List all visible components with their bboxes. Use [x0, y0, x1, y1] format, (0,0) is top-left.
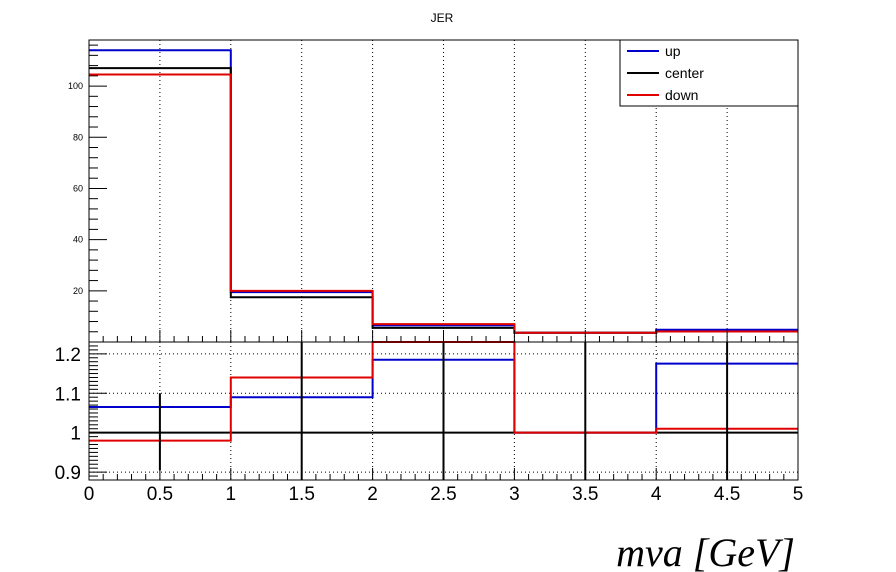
- x-axis-label: mva [GeV]: [616, 530, 795, 572]
- xtick-label-4: 2: [367, 484, 378, 505]
- xtick-label-6: 3: [509, 484, 520, 505]
- xtick-label-8: 4: [651, 484, 662, 505]
- ratio-ytick-label-3: 1.2: [55, 345, 81, 366]
- xtick-label-1: 0.5: [147, 484, 173, 505]
- x-axis: 0 0.5 1 1.5 2 2.5 3 3.5 4 4.5 5: [84, 330, 804, 505]
- legend-label-center: center: [665, 65, 704, 81]
- xtick-label-7: 3.5: [572, 484, 598, 505]
- top-series-down: [89, 73, 798, 334]
- xtick-label-0: 0: [84, 484, 95, 505]
- top-ytick-label-1: 40: [73, 235, 83, 245]
- legend-label-up: up: [665, 43, 681, 59]
- legend: up center down: [619, 39, 799, 107]
- xtick-label-10: 5: [793, 484, 804, 505]
- xtick-label-2: 1: [226, 484, 237, 505]
- xtick-label-5: 2.5: [430, 484, 456, 505]
- ratio-ytick-label-2: 1.1: [55, 384, 81, 405]
- xtick-label-3: 1.5: [288, 484, 314, 505]
- legend-label-down: down: [665, 87, 698, 103]
- ratio-ytick-label-0: 0.9: [55, 463, 81, 484]
- chart-title: JER: [431, 11, 454, 25]
- top-ytick-label-0: 20: [73, 286, 83, 296]
- ratio-panel-axis: 0.9 1 1.1 1.2: [55, 341, 107, 484]
- top-panel-axis: 20 40 60 80 100: [68, 44, 107, 343]
- ratio-panel-error-bars: [158, 342, 729, 480]
- top-ytick-label-3: 80: [73, 132, 83, 142]
- ratio-ytick-label-1: 1: [70, 424, 81, 445]
- top-ytick-label-2: 60: [73, 183, 83, 193]
- top-ytick-label-4: 100: [68, 81, 83, 91]
- xtick-label-9: 4.5: [714, 484, 740, 505]
